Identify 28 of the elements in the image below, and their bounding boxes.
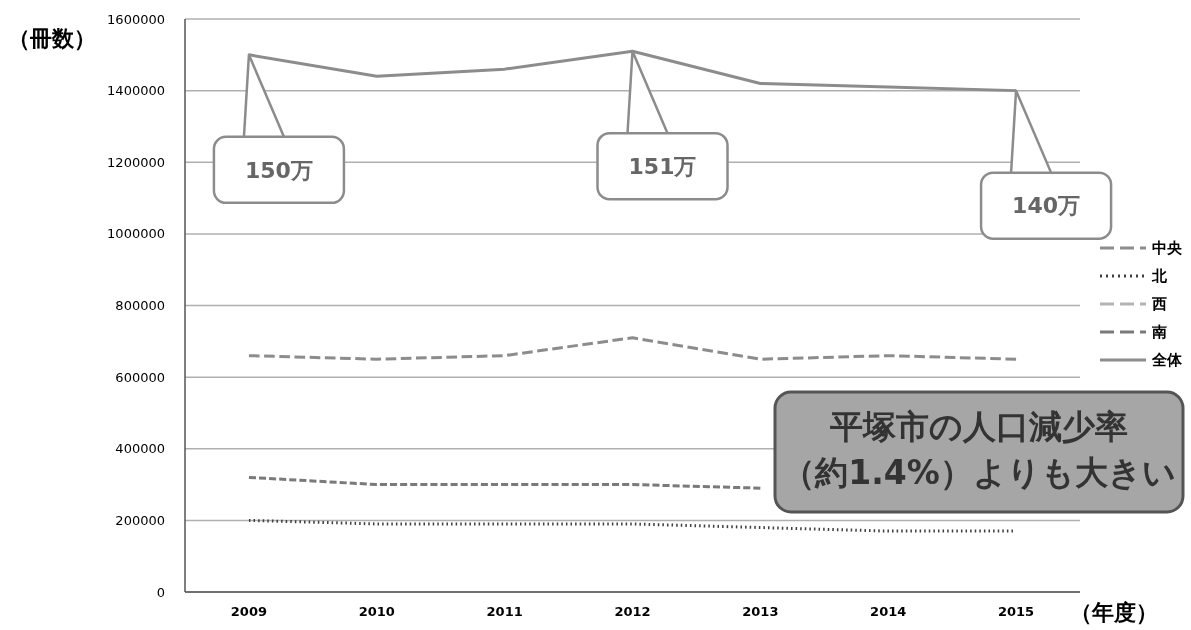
y-tick-label: 1600000 [107, 11, 165, 27]
x-tick-label: 2015 [997, 604, 1035, 619]
y-tick-label: 0 [156, 584, 165, 600]
y-axis-title: （冊数） [8, 26, 96, 51]
y-tick-label: 200000 [115, 512, 165, 528]
annotation: 平塚市の人口減少率 [829, 407, 1128, 446]
x-tick-label: 2014 [870, 604, 907, 619]
legend-label: 西 [1151, 295, 1167, 314]
legend-label: 北 [1151, 267, 1168, 286]
x-tick-label: 2013 [742, 604, 779, 619]
y-tick-label: 800000 [115, 298, 165, 314]
y-tick-label: 1200000 [107, 154, 165, 170]
y-tick-label: 400000 [115, 441, 165, 457]
x-tick-label: 2011 [486, 604, 523, 619]
legend-label: 全体 [1151, 351, 1183, 370]
y-tick-label: 1000000 [107, 226, 165, 242]
y-tick-label: 1400000 [107, 83, 165, 99]
annotation: 150万 [244, 157, 313, 183]
y-tick-label: 600000 [115, 369, 165, 385]
annotation: （約1.4%）よりも大きい [782, 453, 1176, 492]
legend-label: 南 [1151, 323, 1167, 342]
x-tick-label: 2010 [358, 604, 395, 619]
x-tick-label: 2012 [614, 604, 651, 619]
x-axis-title: （年度） [1070, 600, 1158, 625]
annotation: 151万 [628, 153, 697, 179]
x-tick-label: 2009 [230, 604, 268, 619]
annotation: 140万 [1012, 193, 1081, 219]
legend-label: 中央 [1152, 239, 1183, 258]
